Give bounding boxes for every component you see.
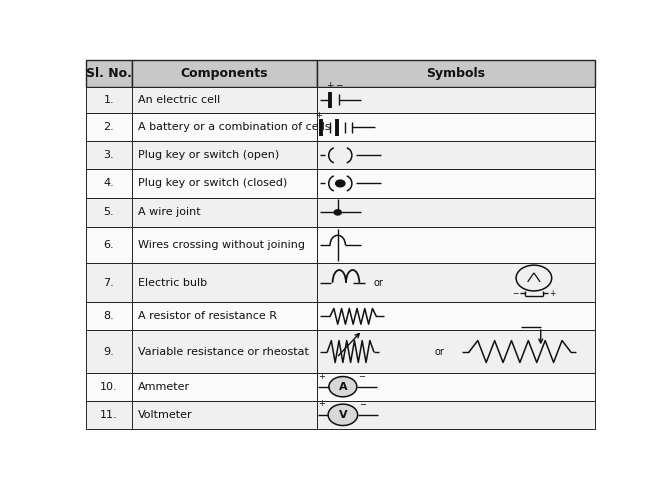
Text: Ammeter: Ammeter	[138, 382, 190, 392]
FancyBboxPatch shape	[132, 331, 317, 373]
FancyBboxPatch shape	[86, 401, 132, 429]
Text: +: +	[317, 399, 325, 408]
Text: 7.: 7.	[104, 278, 114, 287]
Text: 8.: 8.	[104, 311, 114, 321]
Text: Plug key or switch (closed): Plug key or switch (closed)	[138, 179, 288, 188]
Text: A wire joint: A wire joint	[138, 207, 201, 217]
Text: Variable resistance or rheostat: Variable resistance or rheostat	[138, 347, 309, 357]
Text: Components: Components	[181, 67, 268, 80]
Text: Wires crossing without joining: Wires crossing without joining	[138, 240, 305, 250]
FancyBboxPatch shape	[132, 227, 317, 263]
FancyBboxPatch shape	[317, 60, 595, 87]
Text: 4.: 4.	[104, 179, 114, 188]
Text: 1.: 1.	[104, 95, 114, 105]
FancyBboxPatch shape	[317, 197, 595, 227]
Circle shape	[334, 210, 341, 215]
Text: or: or	[434, 347, 444, 357]
Text: −: −	[335, 81, 343, 90]
FancyBboxPatch shape	[132, 141, 317, 169]
FancyBboxPatch shape	[132, 169, 317, 197]
FancyBboxPatch shape	[86, 60, 132, 87]
FancyBboxPatch shape	[132, 87, 317, 113]
Text: 11.: 11.	[100, 410, 118, 420]
FancyBboxPatch shape	[132, 302, 317, 331]
FancyBboxPatch shape	[317, 302, 595, 331]
FancyBboxPatch shape	[317, 401, 595, 429]
Text: 9.: 9.	[104, 347, 114, 357]
FancyBboxPatch shape	[317, 373, 595, 401]
FancyBboxPatch shape	[317, 227, 595, 263]
FancyBboxPatch shape	[317, 141, 595, 169]
FancyBboxPatch shape	[86, 141, 132, 169]
Text: −: −	[513, 289, 519, 298]
Circle shape	[336, 180, 345, 187]
Text: Electric bulb: Electric bulb	[138, 278, 207, 287]
Text: Symbols: Symbols	[426, 67, 485, 80]
Text: −: −	[359, 400, 366, 409]
Text: A battery or a combination of cells: A battery or a combination of cells	[138, 122, 331, 132]
Text: −: −	[358, 373, 365, 381]
FancyBboxPatch shape	[86, 197, 132, 227]
Text: An electric cell: An electric cell	[138, 95, 220, 105]
FancyBboxPatch shape	[86, 331, 132, 373]
FancyBboxPatch shape	[132, 263, 317, 302]
FancyBboxPatch shape	[86, 373, 132, 401]
Text: 6.: 6.	[104, 240, 114, 250]
FancyBboxPatch shape	[86, 169, 132, 197]
Text: A: A	[339, 382, 347, 392]
FancyBboxPatch shape	[132, 113, 317, 141]
FancyBboxPatch shape	[317, 331, 595, 373]
FancyBboxPatch shape	[317, 113, 595, 141]
Text: Plug key or switch (open): Plug key or switch (open)	[138, 151, 280, 160]
FancyBboxPatch shape	[86, 263, 132, 302]
Text: Sl. No.: Sl. No.	[86, 67, 131, 80]
FancyBboxPatch shape	[86, 87, 132, 113]
Text: 5.: 5.	[104, 207, 114, 217]
Text: +: +	[317, 372, 325, 380]
Text: A resistor of resistance R: A resistor of resistance R	[138, 311, 277, 321]
Text: Voltmeter: Voltmeter	[138, 410, 193, 420]
FancyBboxPatch shape	[317, 169, 595, 197]
FancyBboxPatch shape	[86, 302, 132, 331]
Text: V: V	[339, 410, 347, 420]
FancyBboxPatch shape	[86, 227, 132, 263]
FancyBboxPatch shape	[132, 373, 317, 401]
Text: 10.: 10.	[100, 382, 118, 392]
Text: +: +	[326, 81, 334, 90]
Text: or: or	[374, 278, 384, 287]
Text: 2.: 2.	[104, 122, 114, 132]
Text: +: +	[549, 289, 555, 298]
FancyBboxPatch shape	[132, 401, 317, 429]
Circle shape	[329, 377, 357, 397]
Circle shape	[328, 404, 358, 425]
FancyBboxPatch shape	[317, 87, 595, 113]
Text: +: +	[315, 111, 322, 120]
FancyBboxPatch shape	[132, 197, 317, 227]
FancyBboxPatch shape	[317, 263, 595, 302]
FancyBboxPatch shape	[86, 113, 132, 141]
Text: 3.: 3.	[104, 151, 114, 160]
FancyBboxPatch shape	[132, 60, 317, 87]
